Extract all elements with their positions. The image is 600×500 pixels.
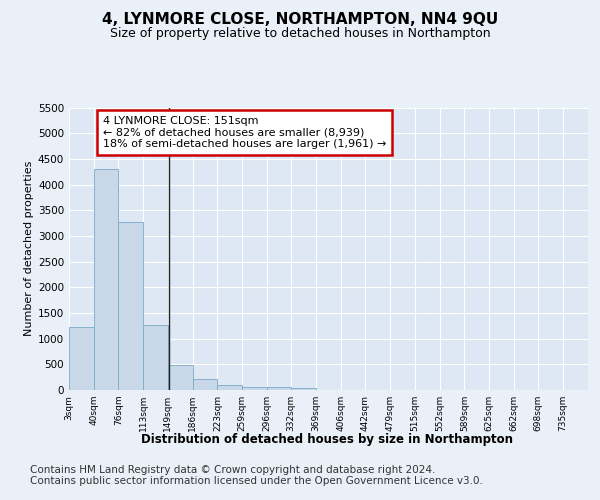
Bar — [267, 388, 291, 390]
Bar — [291, 388, 316, 390]
Bar — [143, 325, 167, 390]
Bar — [94, 169, 118, 390]
Bar — [193, 379, 217, 390]
Text: Size of property relative to detached houses in Northampton: Size of property relative to detached ho… — [110, 28, 490, 40]
Text: 4, LYNMORE CLOSE, NORTHAMPTON, NN4 9QU: 4, LYNMORE CLOSE, NORTHAMPTON, NN4 9QU — [102, 12, 498, 28]
Bar — [118, 222, 143, 390]
Bar — [69, 327, 94, 390]
Bar — [217, 385, 242, 390]
Text: 4 LYNMORE CLOSE: 151sqm
← 82% of detached houses are smaller (8,939)
18% of semi: 4 LYNMORE CLOSE: 151sqm ← 82% of detache… — [103, 116, 386, 149]
Bar — [242, 387, 267, 390]
Bar — [167, 366, 193, 390]
Text: Contains HM Land Registry data © Crown copyright and database right 2024.: Contains HM Land Registry data © Crown c… — [30, 465, 436, 475]
Y-axis label: Number of detached properties: Number of detached properties — [24, 161, 34, 336]
Text: Distribution of detached houses by size in Northampton: Distribution of detached houses by size … — [141, 432, 513, 446]
Text: Contains public sector information licensed under the Open Government Licence v3: Contains public sector information licen… — [30, 476, 483, 486]
